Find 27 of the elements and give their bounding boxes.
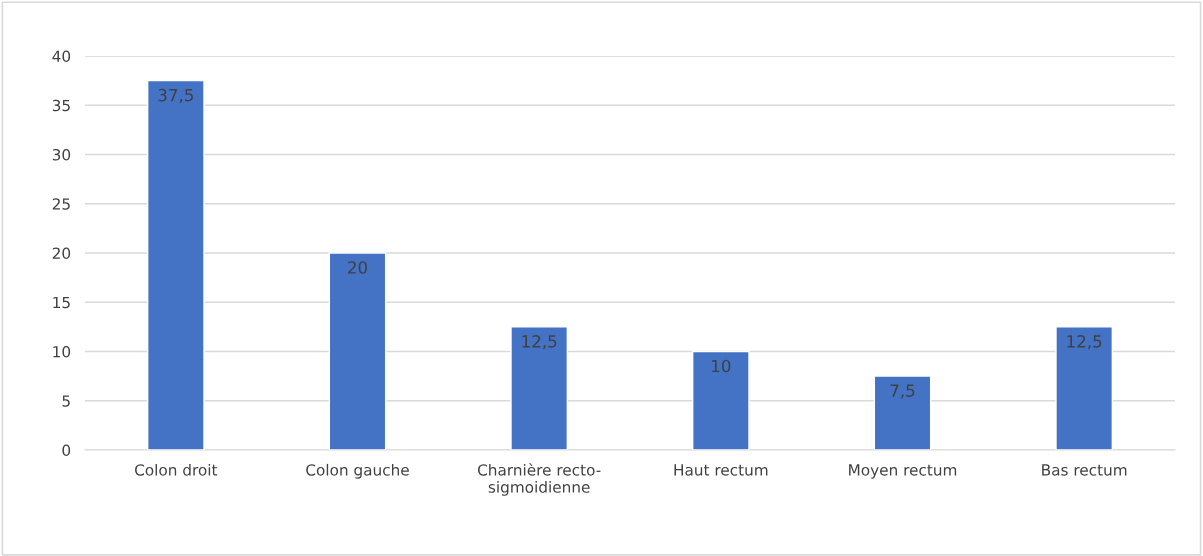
y-tick-label: 25 xyxy=(52,198,70,210)
x-tick-label: Colon gauche xyxy=(306,463,409,479)
y-tick-label: 30 xyxy=(52,148,71,161)
x-tick-label: Moyen rectum xyxy=(849,464,957,479)
y-tick-label: 15 xyxy=(53,296,70,309)
bar xyxy=(146,79,205,450)
x-tick-label: Colon droit xyxy=(135,463,218,476)
x-tick-label: Bas rectum xyxy=(1042,464,1127,476)
data-label: 12,5 xyxy=(1067,335,1102,350)
x-tick-label: Charnière recto- sigmoidienne xyxy=(477,463,601,496)
data-label: 20 xyxy=(348,261,367,274)
y-tick-label: 10 xyxy=(53,345,71,358)
y-tick-label: 5 xyxy=(62,395,70,407)
data-label: 37,5 xyxy=(158,88,193,104)
data-label: 7,5 xyxy=(890,384,915,399)
data-label: 12,5 xyxy=(522,335,557,350)
bar xyxy=(1055,326,1114,450)
bar xyxy=(510,326,569,450)
bar xyxy=(691,350,750,450)
y-tick-label: 40 xyxy=(52,50,71,63)
x-tick-label: Haut rectum xyxy=(674,464,768,476)
data-label: 10 xyxy=(712,359,731,373)
bar xyxy=(328,252,387,450)
y-tick-label: 20 xyxy=(52,247,71,260)
y-tick-label: 0 xyxy=(62,444,71,457)
y-tick-label: 35 xyxy=(52,99,70,112)
bar xyxy=(873,375,932,450)
